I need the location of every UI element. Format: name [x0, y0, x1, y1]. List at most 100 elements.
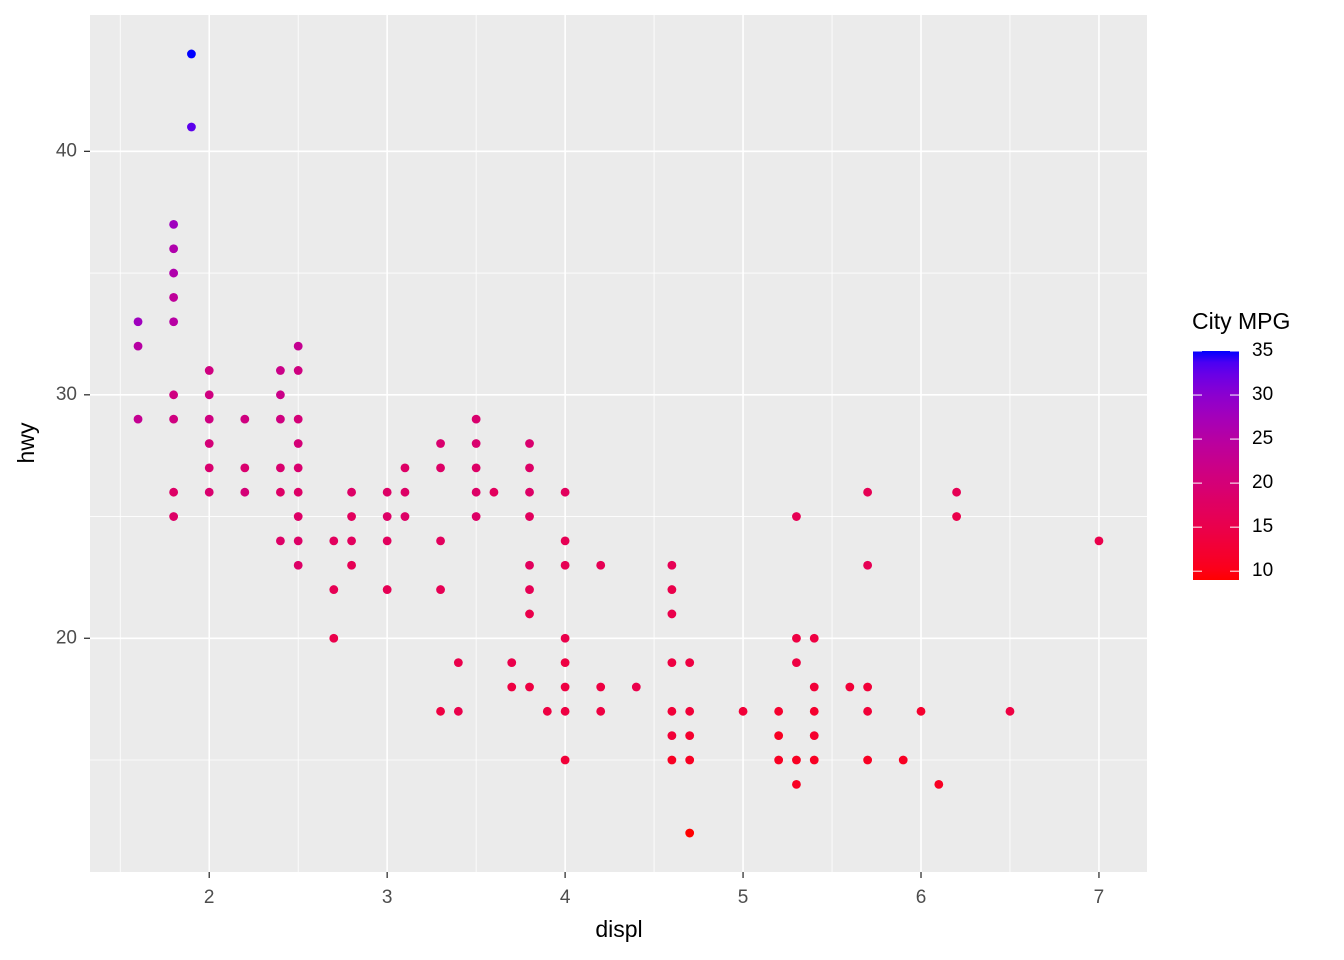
legend-tick-label: 35 — [1252, 340, 1273, 361]
point — [952, 487, 961, 497]
point — [1094, 536, 1104, 546]
point — [560, 658, 570, 668]
point — [863, 706, 873, 716]
point — [471, 463, 481, 473]
point — [400, 487, 410, 497]
point — [329, 633, 339, 643]
point — [471, 414, 481, 424]
point — [863, 755, 873, 765]
point — [560, 706, 570, 716]
point — [293, 463, 303, 473]
point — [293, 512, 303, 521]
point — [685, 828, 695, 838]
x-tick-label: 7 — [1094, 887, 1105, 908]
point — [187, 49, 196, 59]
point — [560, 536, 570, 546]
point — [507, 682, 517, 692]
point — [685, 731, 695, 741]
point — [792, 512, 801, 521]
point — [204, 390, 214, 400]
point — [169, 390, 179, 400]
point — [667, 585, 677, 594]
point — [792, 755, 801, 765]
point — [276, 487, 285, 497]
point — [400, 463, 410, 473]
point — [204, 366, 214, 375]
point — [293, 487, 303, 497]
point — [667, 609, 677, 619]
point — [685, 706, 695, 716]
point — [774, 755, 784, 765]
point — [169, 317, 179, 327]
point — [525, 585, 534, 594]
point — [774, 731, 784, 741]
point — [276, 463, 285, 473]
panel — [90, 15, 1147, 872]
point — [809, 731, 819, 741]
point — [596, 560, 606, 570]
point — [436, 439, 445, 448]
point — [667, 731, 677, 741]
point — [133, 414, 143, 424]
point — [436, 536, 445, 546]
point — [809, 682, 819, 692]
point — [347, 512, 356, 521]
point — [507, 658, 517, 668]
point — [204, 414, 214, 424]
point — [525, 487, 534, 497]
y-tick-label: 30 — [56, 384, 77, 405]
point — [489, 487, 499, 497]
y-axis-title: hwy — [13, 422, 39, 463]
point — [560, 682, 570, 692]
point — [436, 585, 445, 594]
point — [169, 487, 179, 497]
point — [809, 755, 819, 765]
point — [525, 512, 534, 521]
colorbar — [1193, 351, 1239, 580]
point — [1005, 706, 1015, 716]
point — [525, 682, 534, 692]
point — [560, 560, 570, 570]
point — [685, 755, 695, 765]
x-axis-title: displ — [595, 916, 642, 942]
point — [240, 414, 250, 424]
point — [382, 487, 392, 497]
point — [685, 658, 695, 668]
point — [934, 779, 944, 789]
point — [863, 487, 873, 497]
point — [863, 560, 873, 570]
point — [471, 487, 481, 497]
point — [169, 414, 179, 424]
point — [240, 463, 250, 473]
point — [471, 439, 481, 448]
x-tick-label: 6 — [916, 887, 927, 908]
point — [453, 706, 463, 716]
point — [809, 633, 819, 643]
point — [542, 706, 552, 716]
point — [169, 244, 179, 254]
point — [347, 487, 356, 497]
point — [471, 512, 481, 521]
point — [596, 706, 606, 716]
point — [560, 633, 570, 643]
point — [204, 439, 214, 448]
point — [293, 366, 303, 375]
point — [293, 560, 303, 570]
point — [774, 706, 784, 716]
point — [898, 755, 908, 765]
point — [276, 366, 285, 375]
point — [347, 536, 356, 546]
point — [276, 536, 285, 546]
point — [525, 560, 534, 570]
point — [453, 658, 463, 668]
point — [525, 463, 534, 473]
point — [400, 512, 410, 521]
point — [293, 341, 303, 351]
point — [329, 585, 339, 594]
point — [436, 706, 445, 716]
point — [382, 585, 392, 594]
legend-tick-label: 20 — [1252, 472, 1273, 493]
point — [809, 706, 819, 716]
point — [293, 536, 303, 546]
point — [525, 439, 534, 448]
